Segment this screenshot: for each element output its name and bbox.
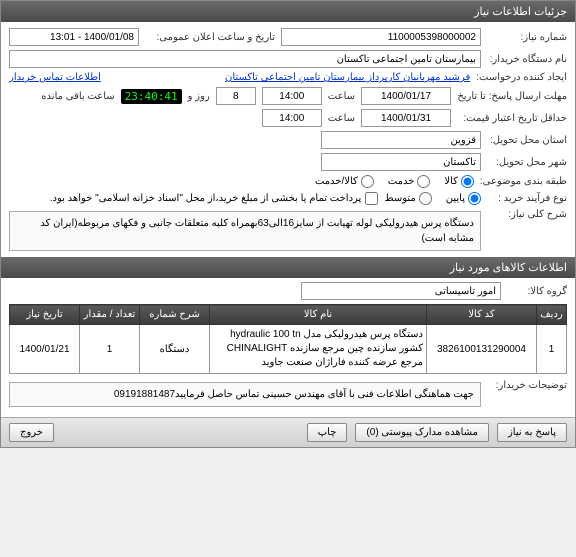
row-goods-group: گروه کالا: امور تاسیساتی [9,282,567,300]
main-body: شماره نیاز: 1100005398000002 تاریخ و ساع… [1,22,575,417]
cell-desc: دستگاه [140,325,210,374]
cell-date: 1400/01/21 [10,325,80,374]
radio-service[interactable]: خدمت [388,175,431,188]
row-summary: شرح کلی نیاز: دستگاه پرس هیدرولیکی لوله … [9,209,567,251]
col-qty: تعداد / مقدار [80,305,140,325]
link-buyer-contact[interactable]: اطلاعات تماس خریدار [9,72,101,83]
label-hour-2: ساعت [328,113,355,124]
radio-kala-service[interactable]: کالا/خدمت [315,175,374,188]
col-code: کد کالا [427,305,537,325]
col-idx: ردیف [537,305,567,325]
label-buyer-notes: توضیحات خریدار: [487,380,567,391]
label-buyer-org: نام دستگاه خریدار: [487,54,567,65]
row-creator: ایجاد کننده درخواست: فرشید مهربانیان کار… [9,72,567,83]
label-reply: مهلت ارسال پاسخ: تا تاریخ [457,91,567,102]
label-announce: تاریخ و ساعت اعلان عمومی: [145,32,275,43]
label-price: حداقل تاریخ اعتبار قیمت: [457,113,567,124]
label-city: شهر محل تحویل: [487,157,567,168]
attachments-button[interactable]: مشاهده مدارک پیوستی (0) [355,423,489,442]
field-price-date: 1400/01/31 [361,109,451,127]
field-buyer-org: بیمارستان تامین اجتماعی تاکستان [9,50,481,68]
label-day-and: روز و [188,91,210,102]
col-name: نام کالا [210,305,427,325]
radio-low[interactable]: پایین [446,192,481,205]
main-panel: جزئیات اطلاعات نیاز شماره نیاز: 11000053… [0,0,576,448]
field-reply-days: 8 [216,87,256,105]
exit-button[interactable]: خروج [9,423,54,442]
col-desc: شرح شماره [140,305,210,325]
summary-box: دستگاه پرس هیدرولیکی لوله تهیابت از سایز… [9,211,481,251]
print-button[interactable]: چاپ [307,423,348,442]
radio-kala[interactable]: کالا [444,175,474,188]
radio-group-type: کالا خدمت کالا/خدمت [315,175,474,188]
radio-mid-input[interactable] [419,192,432,205]
label-purchase: نوع فرآیند خرید : [487,193,567,204]
radio-group-level: پایین متوسط [384,192,481,205]
row-purchase-type: نوع فرآیند خرید : پایین متوسط پرداخت تما… [9,192,567,205]
row-buyer-notes: توضیحات خریدار: جهت هماهنگی اطلاعات فنی … [9,380,567,407]
label-hour-1: ساعت [328,91,355,102]
cell-code: 3826100131290004 [427,325,537,374]
label-goods-group: گروه کالا: [507,286,567,297]
radio-service-input[interactable] [417,175,430,188]
field-city: تاکستان [321,153,481,171]
cell-name: دستگاه پرس هیدرولیکی مدل hydraulic 100 t… [210,325,427,374]
items-table: ردیف کد کالا نام کالا شرح شماره تعداد / … [9,304,567,374]
radio-kala-service-input[interactable] [361,175,374,188]
row-buyer-org: نام دستگاه خریدار: بیمارستان تامین اجتما… [9,50,567,68]
field-announce: 1400/01/08 - 13:01 [9,28,139,46]
field-reply-hour: 14:00 [262,87,322,105]
cell-idx: 1 [537,325,567,374]
row-province: استان محل تحویل: قزوین [9,131,567,149]
label-summary: شرح کلی نیاز: [487,209,567,220]
field-price-hour: 14:00 [262,109,322,127]
field-goods-group: امور تاسیساتی [301,282,501,300]
row-packaging: طبقه بندی موضوعی: کالا خدمت کالا/خدمت [9,175,567,188]
radio-kala-input[interactable] [461,175,474,188]
row-price-validity: حداقل تاریخ اعتبار قیمت: 1400/01/31 ساعت… [9,109,567,127]
col-date: تاریخ نیاز [10,305,80,325]
main-header: جزئیات اطلاعات نیاز [1,1,575,22]
checkbox-partial-pay[interactable]: پرداخت تمام یا بخشی از مبلغ خرید،از محل … [50,192,379,205]
field-reply-date: 1400/01/17 [361,87,451,105]
label-creator: ایجاد کننده درخواست: [476,72,567,83]
field-province: قزوین [321,131,481,149]
buyer-notes-box: جهت هماهنگی اطلاعات فنی با آقای مهندس حس… [9,382,481,407]
radio-low-input[interactable] [468,192,481,205]
radio-mid[interactable]: متوسط [384,192,431,205]
reply-button[interactable]: پاسخ به نیاز [497,423,567,442]
label-need-no: شماره نیاز: [487,32,567,43]
cell-qty: 1 [80,325,140,374]
row-reply-deadline: مهلت ارسال پاسخ: تا تاریخ 1400/01/17 ساع… [9,87,567,105]
label-packaging: طبقه بندی موضوعی: [480,176,567,187]
field-need-no: 1100005398000002 [281,28,481,46]
row-city: شهر محل تحویل: تاکستان [9,153,567,171]
items-header: اطلاعات کالاهای مورد نیاز [1,257,575,278]
checkbox-partial-pay-input[interactable] [365,192,378,205]
label-province: استان محل تحویل: [487,135,567,146]
countdown: 23:40:41 [121,89,182,104]
link-creator[interactable]: فرشید مهربانیان کارپرداز بیمارستان تامین… [225,72,470,83]
row-need-no: شماره نیاز: 1100005398000002 تاریخ و ساع… [9,28,567,46]
footer-bar: پاسخ به نیاز مشاهده مدارک پیوستی (0) چاپ… [1,417,575,447]
items-header-row: ردیف کد کالا نام کالا شرح شماره تعداد / … [10,305,567,325]
table-row: 1 3826100131290004 دستگاه پرس هیدرولیکی … [10,325,567,374]
label-remaining: ساعت باقی مانده [41,91,114,102]
